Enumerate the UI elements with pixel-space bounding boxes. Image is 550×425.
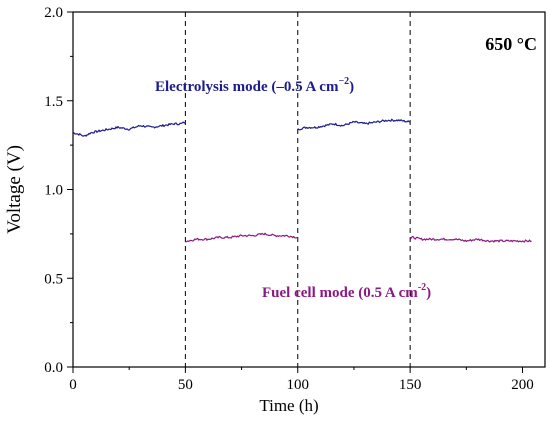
y-tick-label: 1.5 bbox=[44, 94, 63, 110]
x-tick-label: 200 bbox=[511, 377, 534, 393]
x-axis-title: Time (h) bbox=[259, 396, 318, 415]
fuel-cell-annotation-close: ) bbox=[426, 285, 431, 301]
x-tick-label: 0 bbox=[69, 377, 77, 393]
electrolysis-mode-annotation: Electrolysis mode (–0.5 A cm−2) bbox=[155, 76, 354, 95]
fuel-cell-annotation-sup: -2 bbox=[418, 282, 426, 293]
x-axis-ticks: 0 50 100 150 200 bbox=[69, 367, 534, 393]
series-line bbox=[297, 118, 411, 131]
electrolysis-annotation-text: Electrolysis mode (–0.5 A cm bbox=[155, 79, 339, 95]
plot-frame bbox=[72, 11, 546, 368]
y-axis-title: Voltage (V) bbox=[4, 145, 25, 234]
y-tick-label: 2.0 bbox=[44, 5, 63, 21]
fuel-cell-annotation-text: Fuel cell mode (0.5 A cm bbox=[262, 285, 418, 301]
electrolysis-annotation-close: ) bbox=[349, 79, 354, 95]
x-tick-label: 100 bbox=[287, 377, 310, 393]
x-tick-label: 150 bbox=[399, 377, 422, 393]
series-line bbox=[409, 235, 532, 243]
y-tick-label: 1.0 bbox=[44, 183, 63, 199]
electrolysis-annotation-sup: −2 bbox=[338, 76, 349, 87]
y-axis-ticks: 0.0 0.5 1.0 1.5 2.0 bbox=[44, 5, 73, 376]
y-tick-label: 0.0 bbox=[44, 360, 63, 376]
series-line bbox=[72, 121, 186, 137]
fuel-cell-mode-annotation: Fuel cell mode (0.5 A cm-2) bbox=[262, 282, 431, 301]
mode-switch-dividers bbox=[184, 12, 411, 367]
temperature-label: 650 °C bbox=[485, 34, 537, 54]
series-line bbox=[185, 232, 298, 243]
y-tick-label: 0.5 bbox=[44, 271, 63, 287]
series-layer bbox=[72, 118, 532, 243]
x-tick-label: 50 bbox=[178, 377, 193, 393]
